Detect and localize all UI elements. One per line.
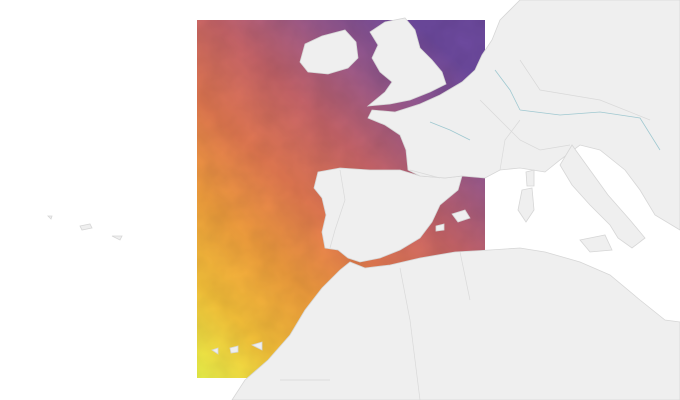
borders — [280, 59, 651, 400]
sardinia — [517, 187, 535, 223]
iberian-peninsula — [313, 167, 463, 263]
canary-islands — [211, 341, 263, 355]
spain-portugal-border — [329, 169, 346, 249]
italy — [559, 144, 646, 249]
country-borders — [479, 59, 651, 171]
africa-borders — [280, 251, 471, 400]
france-spain-border — [409, 169, 441, 179]
sicily — [579, 234, 613, 253]
loire-river — [429, 121, 471, 141]
rivers — [429, 69, 661, 151]
ireland — [299, 29, 359, 75]
africa — [231, 247, 680, 400]
rhine-river — [494, 69, 521, 111]
azores — [47, 215, 123, 241]
corsica — [525, 169, 535, 187]
balearic-islands — [435, 209, 471, 232]
great-britain — [366, 17, 447, 107]
danube-river — [519, 109, 661, 151]
